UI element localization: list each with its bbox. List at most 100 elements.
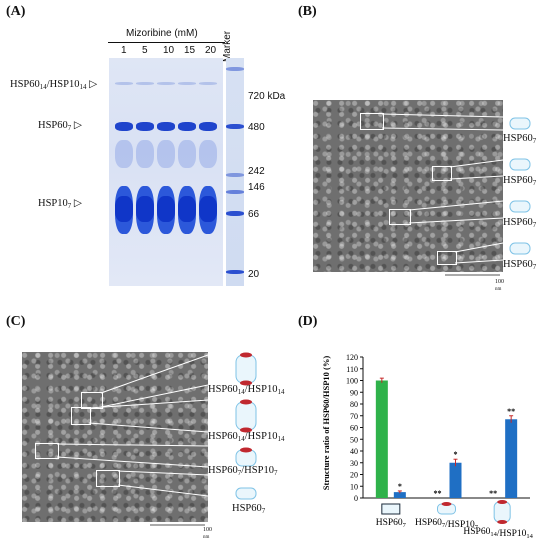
gel-band — [136, 82, 154, 85]
significance-mark: ** — [507, 407, 515, 416]
complex-icon — [381, 503, 401, 515]
panel-b-label: (B) — [298, 4, 317, 19]
significance-mark: ** — [434, 489, 442, 498]
gel-label-hsp10-7: HSP107 ▷ — [38, 198, 82, 210]
y-tick-label: 20 — [350, 471, 358, 480]
y-tick-label: 110 — [346, 365, 358, 374]
category-text: HSP6014/HSP1014 — [463, 527, 533, 540]
gel-band — [157, 82, 175, 85]
em-c-label-3: HSP607/HSP107 — [208, 465, 278, 477]
gel-label-hsp60-14: HSP6014/HSP1014 ▷ — [10, 79, 98, 91]
panel-a-label: (A) — [6, 4, 26, 19]
gel-lane-number: 10 — [163, 45, 175, 56]
bar — [375, 380, 388, 498]
em-b-label-2: HSP607 — [503, 175, 537, 187]
em-box-c4 — [96, 470, 120, 487]
gel-label-hsp60-7: HSP607 ▷ — [38, 120, 82, 132]
gel-lane — [115, 58, 133, 286]
em-b-scale-unit: nm — [495, 287, 502, 292]
marker-lane — [226, 58, 244, 286]
gel-band — [178, 82, 196, 85]
complex-cap-icon — [497, 520, 508, 524]
gel-band — [136, 140, 154, 168]
significance-mark: ** — [489, 489, 497, 498]
gel-lane — [157, 58, 175, 286]
gel-lane — [199, 58, 217, 286]
gel-title: Mizoribine (mM) — [126, 28, 198, 39]
gel-band — [199, 196, 217, 222]
marker-20: 20 — [248, 269, 260, 280]
y-tick-label: 40 — [350, 447, 358, 456]
complex-cap-icon — [441, 502, 452, 506]
marker-242: 242 — [248, 166, 265, 177]
marker-66: 66 — [248, 209, 260, 220]
y-tick-label: 60 — [350, 424, 358, 433]
y-tick-label: 120 — [346, 353, 358, 362]
gel-lane — [178, 58, 196, 286]
chart-ylabel: Structure ratio of HSP60/HSP10 (%) — [321, 356, 331, 491]
em-box-b2 — [432, 166, 452, 181]
y-tick-label: 0 — [354, 494, 358, 503]
gel-band — [157, 196, 175, 222]
y-tick-label: 100 — [346, 377, 358, 386]
category-label: HSP607/HSP107 — [415, 502, 479, 531]
em-c-scale: 100 — [203, 527, 212, 533]
gel-band — [157, 122, 175, 131]
em-b-scale: 100 — [495, 279, 504, 285]
significance-mark: * — [454, 450, 458, 459]
complex-cap-icon — [497, 500, 508, 504]
bar — [393, 492, 406, 498]
marker-480: 480 — [248, 122, 265, 133]
em-c-label-2: HSP6014/HSP1014 — [208, 431, 285, 443]
gel-band — [178, 140, 196, 168]
panel-d-label: (D) — [298, 314, 318, 329]
chart-bars: ******** — [375, 377, 518, 498]
gel-band — [115, 82, 133, 85]
em-c-scale-unit: nm — [203, 535, 210, 540]
bar-chart: Structure ratio of HSP60/HSP10 (%) 0 10 20… — [321, 353, 534, 540]
em-box-b3 — [389, 209, 411, 225]
category-label: HSP6014/HSP1014 — [463, 500, 534, 540]
y-tick-label: 10 — [350, 482, 358, 491]
gel-title-rule — [108, 42, 225, 43]
gel-band — [115, 140, 133, 168]
em-box-b1 — [360, 113, 384, 130]
y-tick-label: 70 — [350, 412, 358, 421]
em-c-label-1: HSP6014/HSP1014 — [208, 384, 285, 396]
gel-lane-number: 20 — [205, 45, 217, 56]
gel-band — [136, 196, 154, 222]
category-label: HSP607 — [376, 503, 407, 529]
category-text: HSP607 — [376, 518, 407, 529]
gel-band — [115, 122, 133, 131]
gel-band — [199, 140, 217, 168]
complex-icon — [493, 501, 511, 523]
gel-band — [136, 122, 154, 131]
bar — [449, 462, 462, 498]
em-c-label-4: HSP607 — [232, 503, 266, 515]
em-box-c1 — [81, 392, 103, 409]
marker-146: 146 — [248, 182, 265, 193]
gel-band — [178, 122, 196, 131]
marker-720: 720 kDa — [248, 91, 286, 102]
em-box-c2 — [71, 407, 91, 425]
panel-c-label: (C) — [6, 314, 26, 329]
y-tick-label: 30 — [350, 459, 358, 468]
significance-mark: * — [398, 482, 402, 491]
em-box-c3 — [35, 443, 59, 459]
em-b-label-1: HSP607 — [503, 133, 537, 145]
chart-y-axis: 0 10 20 30 40 50 60 70 80 90 100 110 120 — [346, 353, 530, 503]
gel-band — [178, 196, 196, 222]
gel-lane-number: 5 — [142, 45, 148, 56]
bar — [505, 419, 518, 498]
gel-lane-number: 15 — [184, 45, 196, 56]
category-text: HSP607/HSP107 — [415, 518, 479, 531]
gel-image — [109, 58, 223, 286]
em-b-label-3: HSP607 — [503, 217, 537, 229]
y-tick-label: 50 — [350, 435, 358, 444]
gel-lane-number: 1 — [121, 45, 127, 56]
em-image-c — [22, 352, 208, 522]
gel-band — [157, 140, 175, 168]
